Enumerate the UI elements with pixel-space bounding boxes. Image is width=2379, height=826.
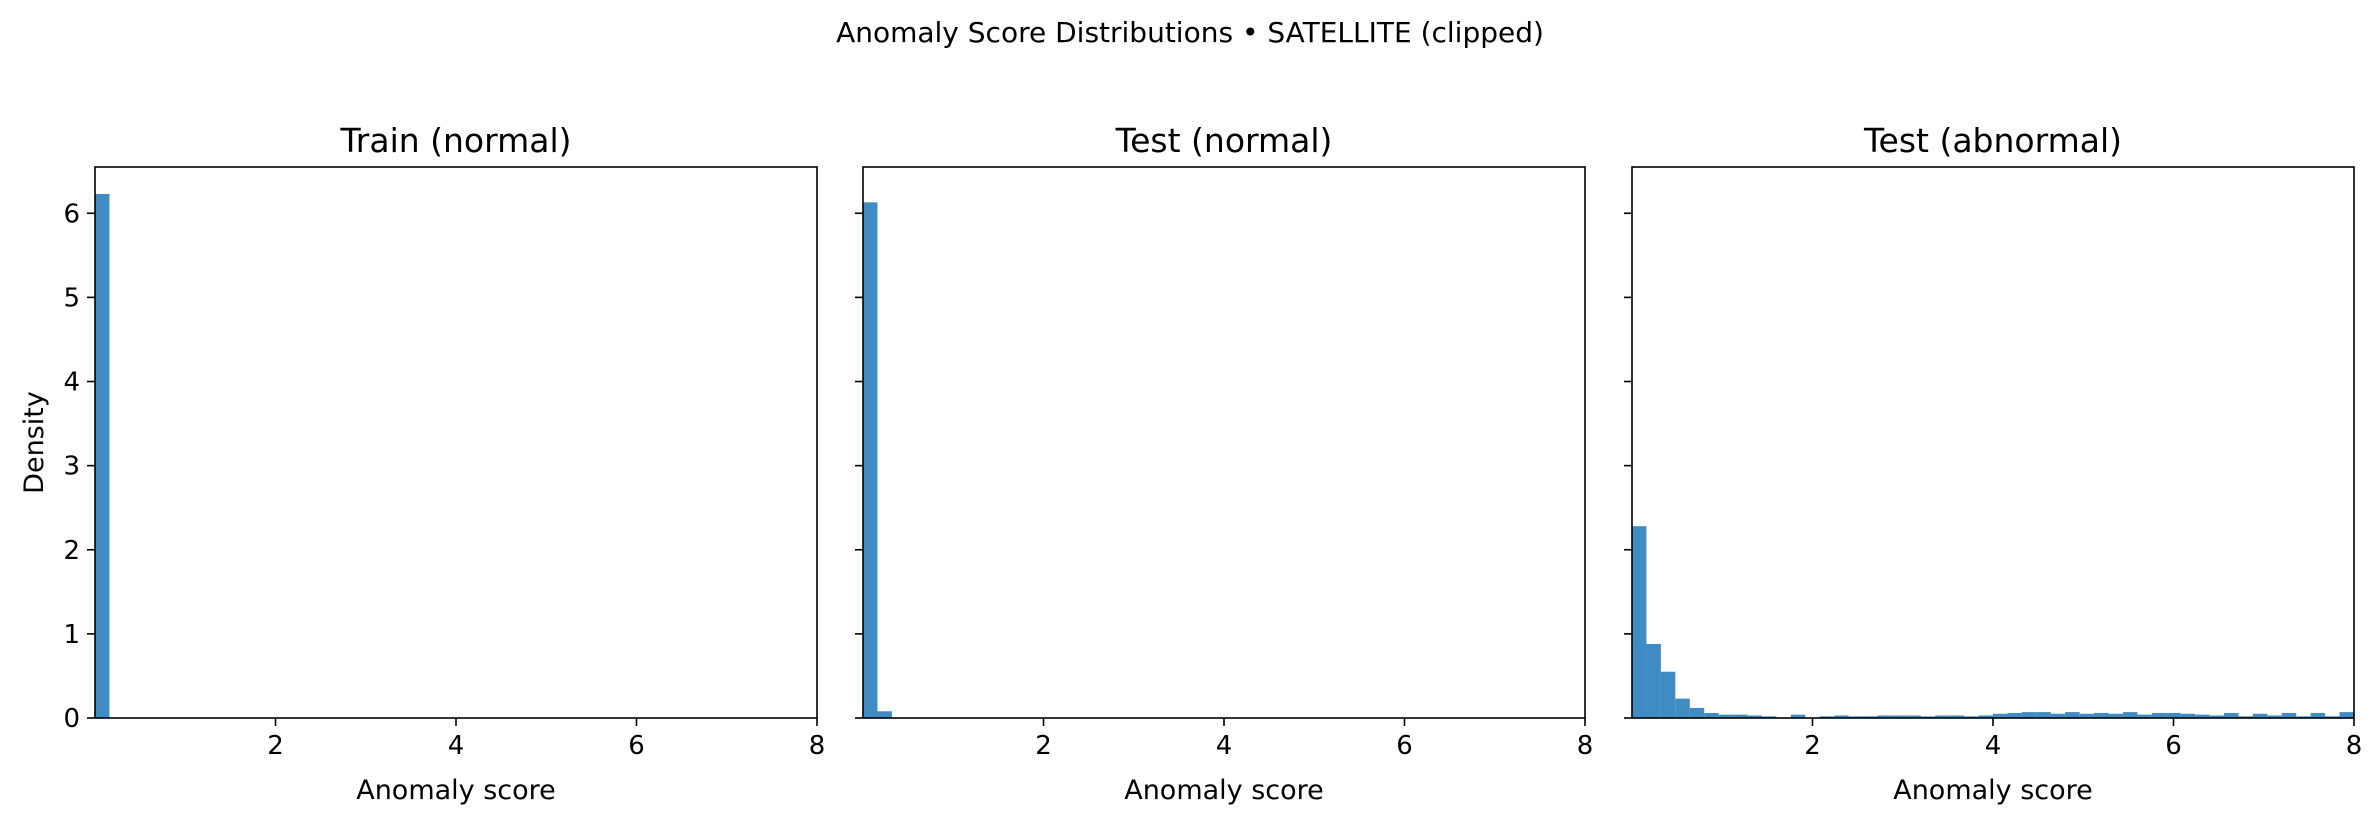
histogram-bar — [1848, 716, 1864, 718]
panel-title: Test (normal) — [1115, 121, 1333, 160]
histogram-bar — [2151, 712, 2167, 718]
y-tick-label: 2 — [63, 536, 80, 566]
histogram-bar — [2281, 712, 2297, 718]
x-tick-label: 6 — [628, 731, 645, 761]
x-tick-label: 6 — [1396, 731, 1413, 761]
histogram-bar — [1747, 715, 1762, 718]
x-axis-label: Anomaly score — [356, 775, 556, 806]
histogram-bar — [2252, 713, 2268, 718]
histogram-bar — [2267, 715, 2282, 718]
x-tick-label: 8 — [1577, 731, 1594, 761]
histogram-bar — [1906, 715, 1921, 718]
panel-2: 2 4 6 8 Test (normal) Anomaly score — [855, 121, 1593, 806]
histogram-bar — [1949, 715, 1965, 718]
histogram-bar — [1920, 716, 1936, 718]
panel-1: 2 4 6 8 0 1 2 3 4 5 6 Train (normal) Anomaly score De… — [19, 121, 825, 806]
x-tick-label: 4 — [1216, 731, 1233, 761]
histogram-bar — [2007, 712, 2022, 718]
x-tick-label: 4 — [448, 731, 465, 761]
histogram-bar — [1978, 715, 1993, 718]
histogram-bar — [1689, 707, 1705, 718]
histogram-bar — [2325, 716, 2340, 718]
histogram-bar — [2238, 716, 2253, 718]
histogram-bar — [2122, 712, 2138, 718]
axes-frame — [94, 166, 818, 719]
histogram-bar — [1704, 712, 1719, 718]
x-tick-label: 8 — [809, 731, 826, 761]
y-tick-label: 3 — [63, 452, 80, 482]
panel-title: Test (abnormal) — [1863, 121, 2122, 160]
y-axis-label: Density — [19, 391, 50, 494]
panels: 2 4 6 8 0 1 2 3 4 5 6 Train (normal) Anomaly score De… — [19, 121, 2362, 806]
histogram-bar — [1632, 526, 1647, 718]
y-tick-label: 5 — [63, 283, 80, 313]
histogram-bar — [2310, 712, 2326, 718]
histogram-bar — [1877, 715, 1892, 718]
histogram-bar — [1675, 698, 1690, 718]
histogram-bar — [2180, 713, 2196, 718]
histogram-bar — [877, 711, 892, 718]
axes-frame — [862, 166, 1586, 719]
panel-3: 2 4 6 8 Test (abnormal) Anomaly score — [1624, 121, 2362, 806]
y-tick-label: 4 — [63, 368, 80, 398]
histogram-bar — [1761, 716, 1777, 718]
histogram-bar — [1891, 715, 1907, 718]
histogram-bar — [1646, 643, 1661, 718]
histogram-bar — [1834, 715, 1849, 718]
histogram-bar — [1790, 714, 1806, 718]
x-tick-label: 8 — [2346, 731, 2363, 761]
histogram-bar — [2094, 712, 2109, 718]
x-tick-label: 6 — [2165, 731, 2182, 761]
axes-frame — [1631, 166, 2355, 719]
histogram-bar — [2137, 714, 2152, 718]
y-tick-label: 0 — [63, 704, 80, 734]
x-tick-label: 2 — [267, 731, 284, 761]
panel-title: Train (normal) — [339, 121, 571, 160]
x-tick-label: 2 — [1804, 731, 1821, 761]
histogram-bar — [95, 193, 110, 719]
histogram-bar — [2050, 713, 2066, 718]
histogram-bar — [1733, 714, 1748, 718]
histogram-bar — [1819, 716, 1835, 718]
histogram-bar — [1993, 713, 2008, 718]
histogram-bar — [2195, 714, 2210, 718]
histogram-bar — [1935, 715, 1950, 718]
histogram-bar — [2339, 712, 2354, 718]
histogram-bar — [863, 202, 878, 718]
histogram-bar — [2079, 713, 2095, 718]
histogram-bar — [2209, 715, 2225, 718]
histogram-bar — [1964, 716, 1979, 718]
histogram-bar — [2108, 713, 2123, 718]
x-axis-label: Anomaly score — [1124, 775, 1324, 806]
histogram-bar — [2036, 712, 2051, 718]
x-tick-label: 4 — [1985, 731, 2002, 761]
histogram-bar — [2021, 712, 2037, 718]
y-tick-label: 6 — [63, 199, 80, 229]
histogram-bar — [2166, 712, 2181, 718]
histogram-bar — [2296, 716, 2311, 718]
y-tick-label: 1 — [63, 620, 80, 650]
histogram-bar — [2224, 712, 2239, 718]
x-axis-label: Anomaly score — [1893, 775, 2093, 806]
figure-title: Anomaly Score Distributions • SATELLITE … — [836, 16, 1544, 49]
histogram-bar — [1660, 671, 1676, 718]
histogram-bar — [1863, 716, 1878, 718]
histogram-bar — [1718, 714, 1734, 718]
histogram-bar — [2065, 712, 2080, 718]
x-tick-label: 2 — [1035, 731, 1052, 761]
